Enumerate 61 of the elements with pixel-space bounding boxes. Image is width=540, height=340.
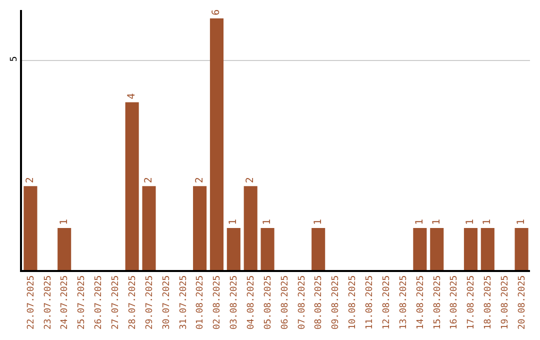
x-tick-label: 22.07.2025 (26, 275, 36, 330)
x-tick-label: 07.08.2025 (297, 275, 308, 330)
data-label: 1 (431, 219, 442, 226)
bar (58, 228, 72, 270)
x-tick-label: 02.08.2025 (212, 275, 223, 330)
x-tick-label: 20.08.2025 (517, 275, 528, 330)
x-tick-label: 05.08.2025 (263, 275, 274, 330)
data-label: 1 (312, 219, 324, 226)
bar (514, 228, 528, 270)
x-tick-label: 14.08.2025 (416, 275, 426, 330)
x-tick-label: 30.07.2025 (162, 275, 172, 330)
data-label: 2 (24, 177, 36, 184)
x-tick-label: 26.07.2025 (94, 275, 104, 330)
bar (244, 186, 258, 270)
x-tick-label: 29.07.2025 (144, 275, 155, 330)
data-label: 1 (516, 219, 528, 226)
x-tick-label: 09.08.2025 (331, 275, 342, 330)
x-tick-label: 15.08.2025 (432, 275, 443, 330)
x-tick-label: 01.08.2025 (196, 275, 206, 330)
x-tick-label: 13.08.2025 (398, 275, 409, 330)
bar (312, 228, 326, 270)
x-tick-label: 19.08.2025 (500, 275, 511, 330)
data-label: 2 (144, 177, 154, 184)
data-label: 1 (465, 219, 476, 226)
x-tick-label: 08.08.2025 (314, 275, 324, 330)
y-tick-label: 5 (10, 56, 20, 62)
x-tick-label: 27.07.2025 (111, 275, 122, 330)
data-label: 1 (414, 219, 426, 226)
x-tick-label: 25.07.2025 (77, 275, 88, 330)
bar (464, 228, 478, 270)
data-label: 1 (58, 219, 70, 226)
x-tick-label: 11.08.2025 (365, 275, 376, 330)
bar (193, 186, 207, 270)
x-tick-label: 23.07.2025 (43, 275, 54, 330)
bar (260, 228, 274, 270)
x-tick-label: 24.07.2025 (60, 275, 70, 330)
x-tick-label: 03.08.2025 (230, 275, 240, 330)
bar (413, 228, 427, 270)
x-tick-label: 28.07.2025 (128, 275, 138, 330)
data-label: 1 (482, 219, 494, 226)
x-tick-label: 10.08.2025 (348, 275, 358, 330)
x-tick-label: 06.08.2025 (280, 275, 290, 330)
data-label: 1 (262, 219, 274, 226)
bar (210, 18, 224, 270)
data-label: 2 (245, 177, 256, 184)
bar (125, 102, 139, 270)
bar (226, 228, 240, 270)
x-tick-label: 31.07.2025 (178, 275, 189, 330)
x-tick-label: 12.08.2025 (382, 275, 392, 330)
data-label: 6 (211, 9, 222, 16)
data-label: 2 (194, 177, 206, 184)
bar (480, 228, 494, 270)
bar (24, 186, 38, 270)
x-tick-label: 18.08.2025 (484, 275, 494, 330)
bar (142, 186, 156, 270)
x-tick-label: 16.08.2025 (450, 275, 460, 330)
x-tick-label: 04.08.2025 (246, 275, 257, 330)
x-tick-label: 17.08.2025 (466, 275, 477, 330)
data-label: 4 (126, 93, 138, 100)
bar (430, 228, 444, 270)
data-label: 1 (228, 219, 240, 226)
